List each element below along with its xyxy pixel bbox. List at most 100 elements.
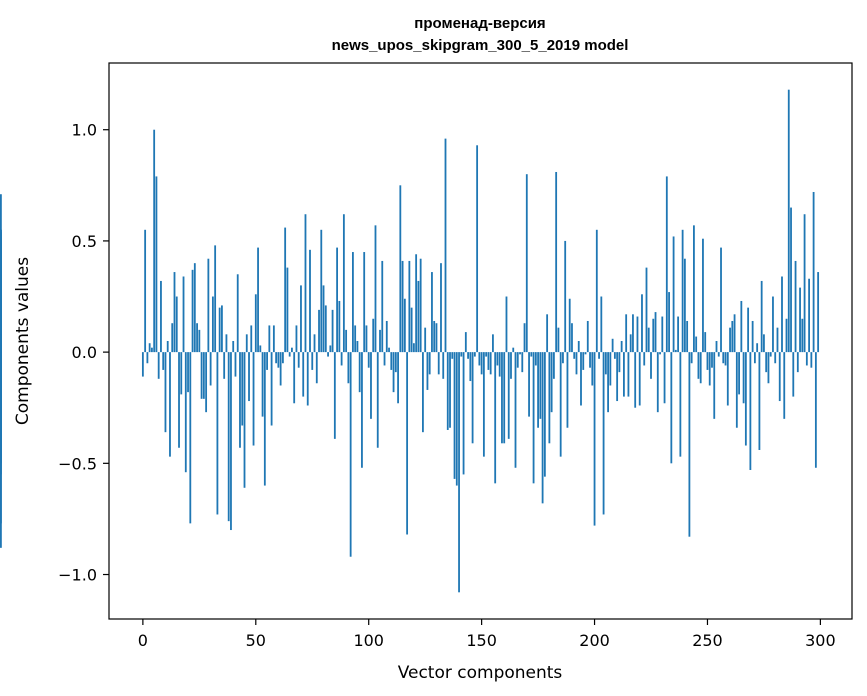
bar [656,352,659,413]
bar [433,320,436,353]
bar [358,352,361,393]
bar [681,229,684,353]
bar [428,352,431,375]
bar [331,309,334,353]
bar [546,314,549,353]
bar [469,352,472,382]
y-tick-label: −0.5 [58,454,97,473]
bar [306,352,309,406]
bar [324,305,327,353]
bar [580,352,582,406]
bar [616,352,619,402]
x-tick-label: 100 [353,631,384,650]
bar [403,298,406,353]
bar [151,347,153,353]
bar [668,292,670,353]
bar [699,352,702,384]
x-tick-label: 150 [466,631,497,650]
bar [320,229,323,353]
bar [241,352,244,426]
bar [690,352,693,364]
bar [602,352,605,515]
bar [444,138,447,353]
bar [200,352,203,399]
bar [765,352,768,373]
x-tick-label: 0 [138,631,148,650]
bar [410,307,413,353]
bar [261,352,264,417]
bar [769,352,772,357]
bar [706,352,709,370]
bar [763,334,765,353]
bar [293,352,296,404]
bar [693,225,695,353]
bar [778,352,781,402]
bar [715,341,718,353]
bar [582,352,585,370]
bar [392,352,395,393]
bar [412,343,415,353]
bar [397,352,399,404]
y-axis-label: Components values [13,257,33,425]
bar [309,249,311,353]
bar [462,352,465,475]
bar [385,320,388,353]
bar [627,352,630,397]
bar [458,352,460,593]
bar [336,247,338,353]
bar [141,352,144,377]
bar [453,352,456,479]
bar [352,252,354,353]
bar [749,352,752,470]
bar [501,352,503,444]
bar [205,352,208,413]
bar [198,329,201,353]
bar [155,176,158,353]
y-tick-label: −1.0 [58,566,97,585]
bar [442,352,445,379]
bar [557,327,560,353]
bar [552,352,555,379]
bar [245,334,248,353]
bar [796,352,799,373]
bar [550,352,553,413]
bar [171,323,174,353]
bar [286,267,289,353]
bar [221,305,223,353]
bar [708,352,711,386]
bar [370,352,372,419]
bar [555,171,558,353]
bar [674,349,677,353]
bar [227,352,230,522]
bar [259,345,262,353]
bar [455,352,458,486]
bar [437,352,440,375]
bar [740,300,743,353]
bar [753,352,756,364]
bar [792,352,795,397]
bar [695,336,698,353]
bar [175,296,178,353]
bar [248,352,250,402]
x-tick-label: 200 [579,631,610,650]
bar [672,236,675,353]
bar [318,309,320,353]
bar [263,352,266,486]
bar [733,314,736,353]
bar [803,214,806,353]
bar [539,352,542,419]
bar [426,352,429,390]
bar [182,276,185,353]
bar [381,260,384,353]
bar [805,352,808,366]
bar [625,314,628,353]
bar [609,352,612,386]
bar [153,129,156,353]
bar [223,352,226,379]
bar [478,352,481,366]
bar [374,225,377,353]
bar [812,191,815,353]
bar [291,347,293,353]
bar [446,352,449,430]
bar [510,352,512,379]
